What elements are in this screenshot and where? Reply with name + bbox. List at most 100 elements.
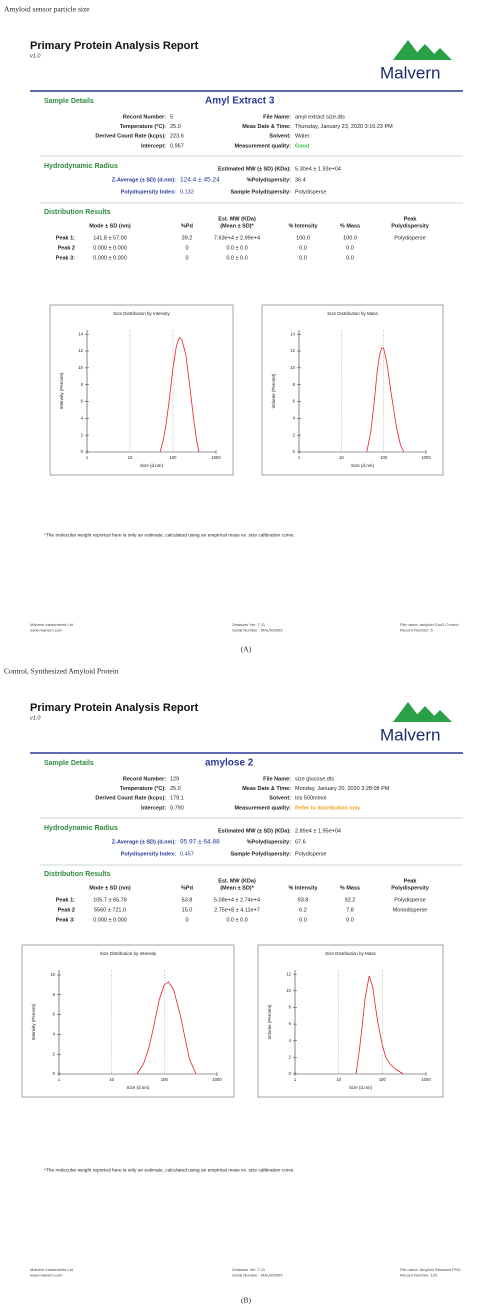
- caption: Amyloid sensor particle size: [4, 5, 90, 14]
- table-cell: 0.0: [299, 245, 307, 251]
- y-tick-label: 14: [290, 331, 295, 336]
- detail-value: size glucose.dts: [295, 776, 334, 782]
- table-cell: 0: [185, 245, 188, 251]
- detail-label: Solvent:: [269, 796, 291, 802]
- table-header: Mode ± SD (nm): [89, 223, 131, 229]
- report-title: Primary Protein Analysis Report: [30, 702, 199, 714]
- hydro-label: Polydispersity Index:: [121, 189, 176, 195]
- section-heading: Hydrodynamic Radius: [44, 825, 118, 832]
- table-cell: 0.000 ± 0.000: [93, 245, 127, 251]
- table-cell: 0.0 ± 0.0: [226, 245, 247, 251]
- figure-label: (A): [241, 645, 252, 654]
- logo-mark: [393, 40, 452, 60]
- table-cell: 5560 ± 721.0: [94, 907, 126, 913]
- y-tick-label: 14: [78, 331, 83, 336]
- data-line: [159, 336, 200, 453]
- detail-value: 0.967: [170, 143, 184, 149]
- y-tick-label: 8: [293, 382, 296, 387]
- detail-value: 179.1: [170, 796, 184, 802]
- hydro-label: %Polydispersity:: [247, 177, 291, 183]
- logo-mark: [393, 702, 452, 722]
- footer-text: Serial Number : MAL500909: [232, 628, 283, 633]
- y-tick-label: 0: [81, 449, 84, 454]
- hydro-label: Sample Polydispersity:: [230, 851, 291, 857]
- y-tick-label: 8: [289, 1005, 292, 1010]
- x-tick-label: 100: [161, 1077, 169, 1082]
- y-tick-label: 10: [290, 365, 295, 370]
- table-header: % Mass: [340, 223, 360, 229]
- y-tick-label: 2: [289, 1054, 292, 1059]
- hydro-value: 2.89e4 ± 1.95e+04: [295, 828, 341, 834]
- y-axis-label: Volume (Percent): [267, 1004, 272, 1039]
- x-tick-label: 1000: [211, 455, 221, 460]
- y-tick-label: 0: [53, 1071, 56, 1076]
- y-axis-label: Intensity (Percent): [31, 1003, 36, 1040]
- y-tick-label: 12: [78, 348, 83, 353]
- table-cell: 0.0: [299, 255, 307, 261]
- logo-text: Malvern: [380, 63, 440, 82]
- y-tick-label: 2: [53, 1051, 56, 1056]
- hydro-value: 0.457: [180, 851, 194, 857]
- y-tick-label: 4: [289, 1038, 292, 1043]
- chart-title: Size Distribution by Mass: [327, 311, 378, 316]
- y-tick-label: 6: [53, 1012, 56, 1017]
- detail-label: Derived Count Rate (kcps):: [95, 134, 166, 140]
- hydro-value: 95.97 ± 64.88: [180, 839, 220, 846]
- y-tick-label: 0: [293, 449, 296, 454]
- detail-label: File Name:: [263, 114, 291, 120]
- detail-label: File Name:: [263, 776, 291, 782]
- detail-label: Solvent:: [269, 134, 291, 140]
- detail-value: amyl extract size.dts: [295, 114, 345, 120]
- hydro-value: 36.4: [295, 177, 306, 183]
- detail-value: 223.6: [170, 134, 184, 140]
- y-axis-label: Volume (Percent): [271, 373, 276, 408]
- chart-frame: [21, 944, 235, 1098]
- x-tick-label: 100: [380, 455, 388, 460]
- report-title: Primary Protein Analysis Report: [30, 40, 199, 52]
- x-tick-label: 100: [170, 455, 178, 460]
- table-cell: 100.0: [296, 235, 310, 241]
- y-tick-label: 4: [81, 415, 84, 420]
- footer-text: Record Number: 129: [400, 1273, 438, 1278]
- footer-text: File name: amyloid Gov2 Correct: [400, 622, 459, 627]
- hydro-label: Z-Average (± SD) (d.nm):: [112, 839, 176, 845]
- chart-frame: [49, 304, 234, 476]
- detail-label: Measurement quality:: [234, 805, 291, 811]
- hydro-label: Polydispersity Index:: [121, 851, 176, 857]
- table-cell: 0.0: [346, 255, 354, 261]
- x-tick-label: 1: [58, 1077, 61, 1082]
- chart-frame: [257, 944, 444, 1098]
- table-cell: 0: [185, 917, 188, 923]
- table-header: Peak: [404, 216, 418, 222]
- y-tick-label: 2: [81, 432, 84, 437]
- hydro-label: %Polydispersity:: [247, 839, 291, 845]
- x-tick-label: 1000: [421, 455, 431, 460]
- detail-label: Meas Date & Time:: [242, 786, 291, 792]
- table-cell: 0.0 ± 0.0: [226, 917, 247, 923]
- table-cell: 0.0: [346, 917, 354, 923]
- detail-value: Thursday, January 23, 2020 3:16:23 PM: [295, 124, 393, 130]
- footer-text: Zetasizer Ver. 7.11: [232, 622, 266, 627]
- x-tick-label: 1000: [212, 1077, 222, 1082]
- x-tick-label: 1: [298, 455, 301, 460]
- detail-value: 129: [170, 776, 179, 782]
- detail-value: Refer to distribution only: [295, 805, 361, 811]
- hydro-value: 0.132: [180, 189, 194, 195]
- table-cell: 7.8: [346, 907, 354, 913]
- chart-title: Size Distribution by Mass: [325, 951, 376, 956]
- table-cell: 0.000 ± 0.000: [93, 917, 127, 923]
- y-tick-label: 8: [53, 992, 56, 997]
- x-axis-label: Size (d.nm): [126, 1085, 150, 1090]
- figure-label: (B): [241, 1296, 252, 1305]
- table-cell: 53.8: [182, 897, 193, 903]
- footer-text: www.malvern.com: [30, 1273, 63, 1278]
- footer-text: Record Number: 5: [400, 628, 433, 633]
- chart-frame: [261, 304, 444, 476]
- y-tick-label: 6: [293, 399, 296, 404]
- y-tick-label: 6: [289, 1021, 292, 1026]
- detail-label: Record Number:: [123, 776, 166, 782]
- data-line: [366, 347, 405, 453]
- x-tick-label: 10: [128, 455, 133, 460]
- hydro-label: Z-Average (± SD) (d.nm):: [112, 177, 176, 183]
